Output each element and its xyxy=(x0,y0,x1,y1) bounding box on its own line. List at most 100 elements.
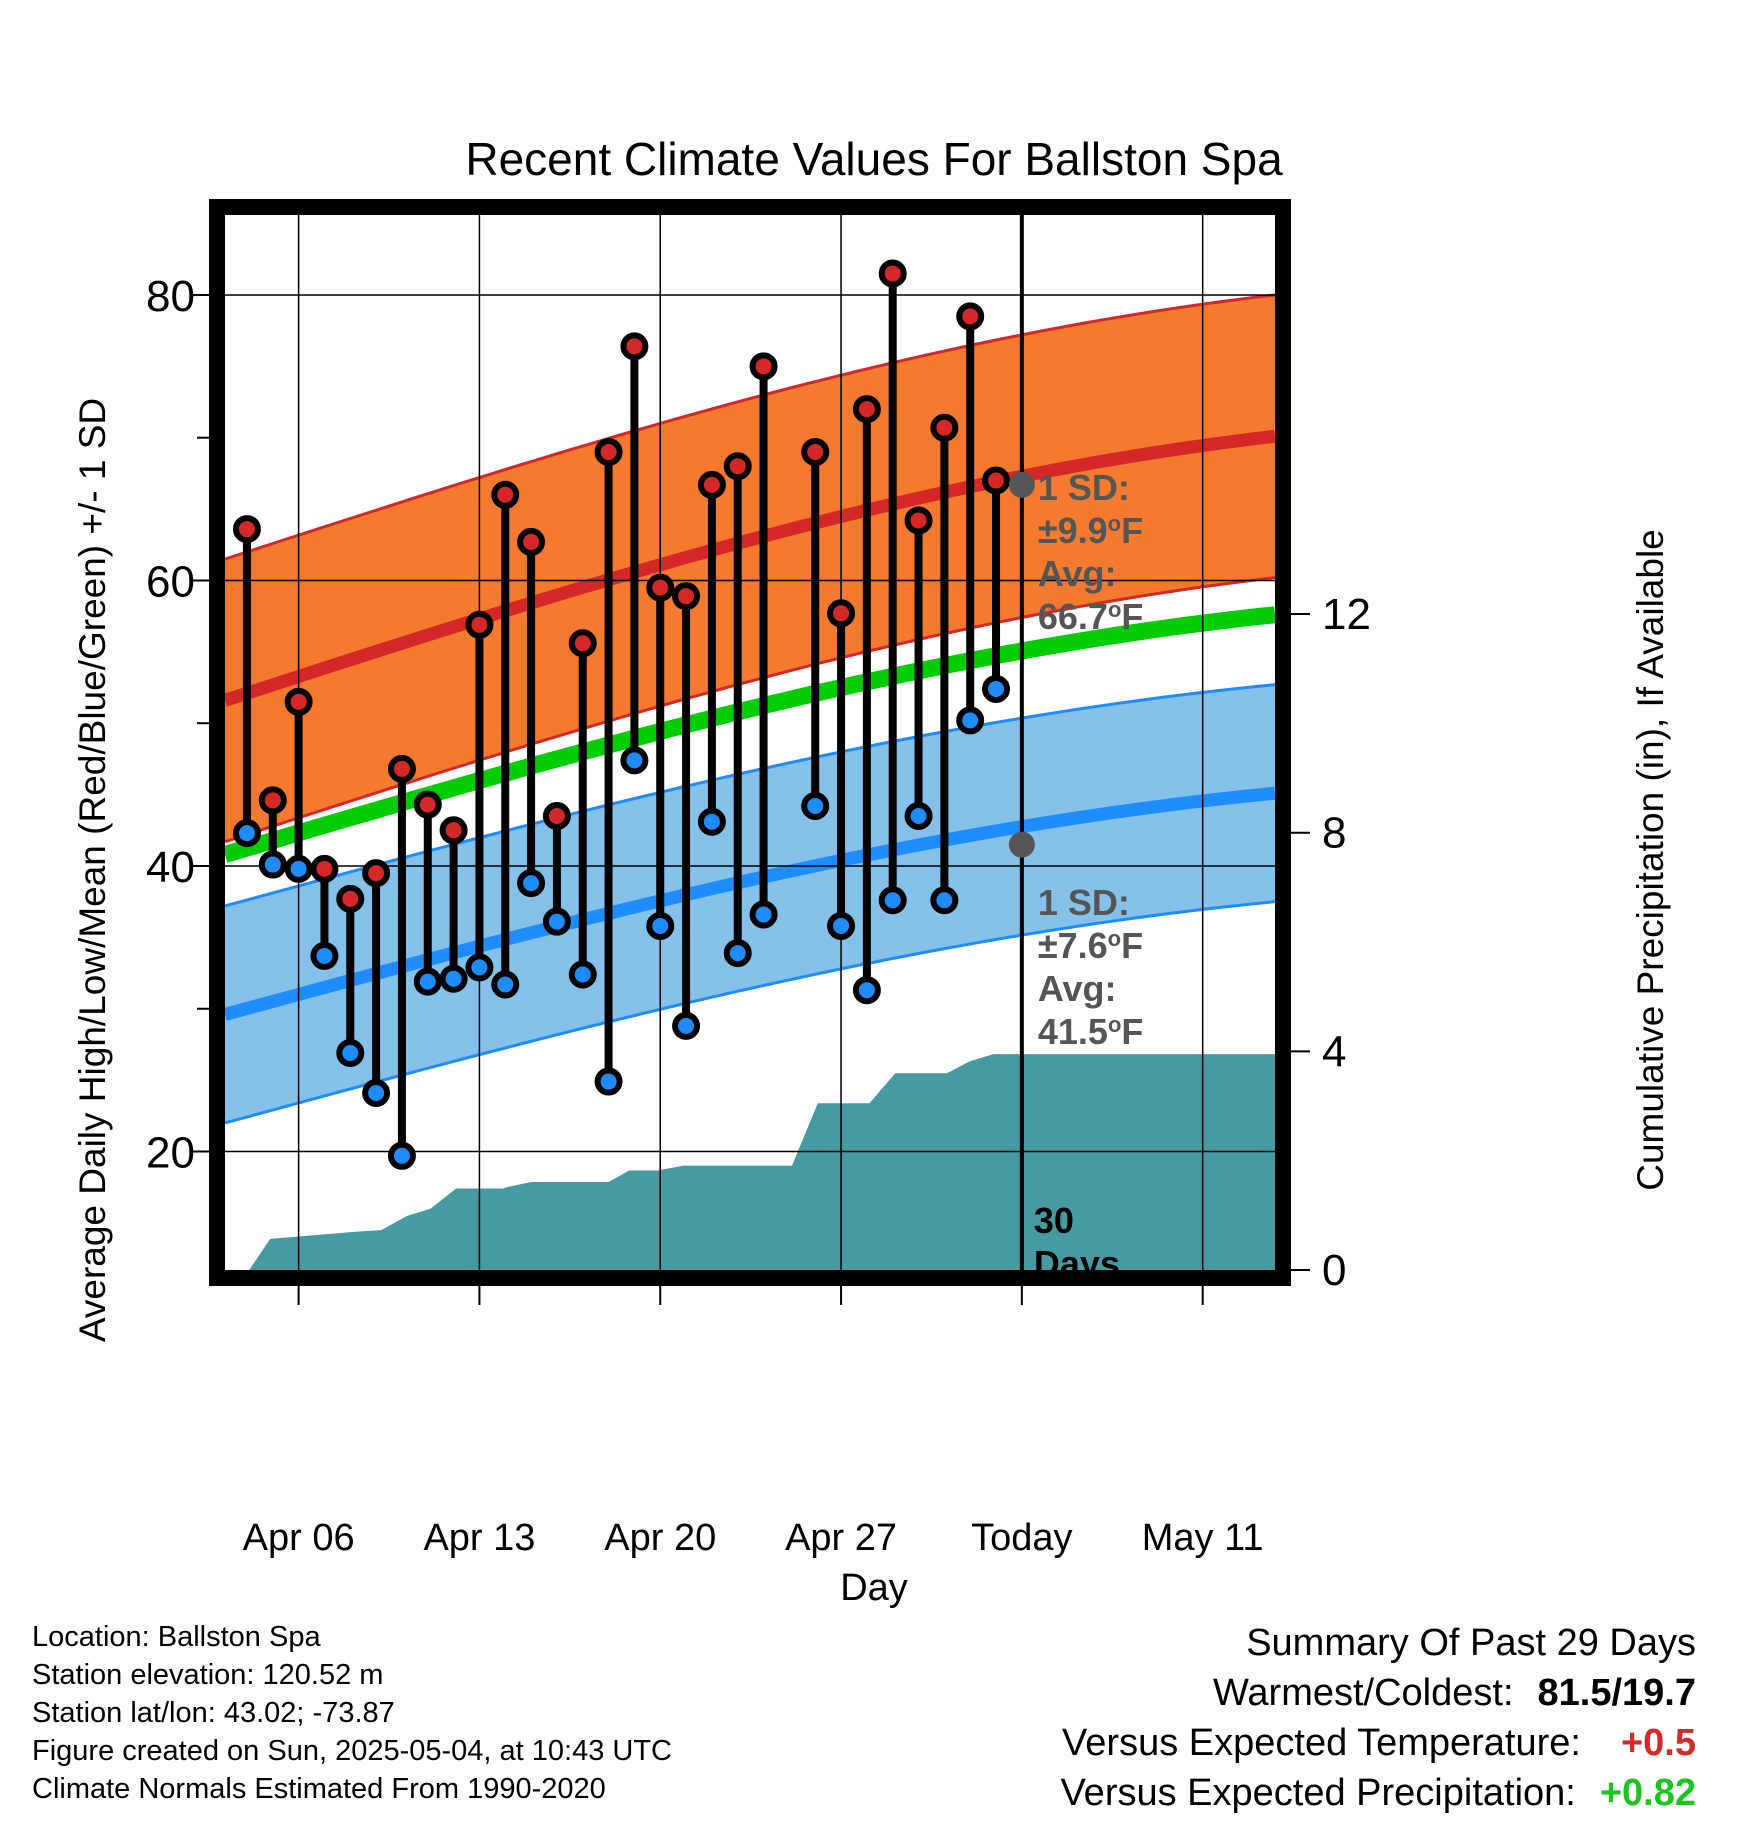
low-annotation: 1 SD: ±7.6oF Avg: 41.5oF xyxy=(1038,882,1144,1052)
high-avg-marker xyxy=(1008,471,1035,498)
daily-high-point xyxy=(697,470,726,499)
daily-low-point xyxy=(982,674,1011,703)
daily-low-point xyxy=(413,967,442,996)
created-text: Figure created on Sun, 2025-05-04, at 10… xyxy=(32,1735,672,1767)
daily-high-point xyxy=(491,480,520,509)
x-tick-label: Apr 06 xyxy=(243,1517,355,1559)
daily-high-point xyxy=(362,859,391,888)
daily-high-point xyxy=(284,687,313,716)
degree-symbol: o xyxy=(1108,511,1121,536)
daily-low-point xyxy=(310,941,339,970)
normal-high-line xyxy=(225,429,1275,707)
today-days-label-line: 30 xyxy=(1034,1200,1074,1241)
y-left-tick-label: 60 xyxy=(146,557,195,606)
low-annotation-line: Avg: xyxy=(1038,968,1117,1009)
y-left-tick-label: 80 xyxy=(146,272,195,321)
unit-text: F xyxy=(1121,596,1143,637)
high-annotation-line: Avg: xyxy=(1038,553,1117,594)
temp-anomaly-row: Versus Expected Temperature: +0.5 xyxy=(1060,1718,1696,1768)
x-tick-label: Apr 27 xyxy=(785,1517,897,1559)
x-tick-label: Apr 13 xyxy=(423,1517,535,1559)
high-sd-band xyxy=(225,294,1275,842)
y-left-tick-label: 20 xyxy=(146,1129,195,1178)
daily-low-point xyxy=(362,1078,391,1107)
daily-high-point xyxy=(594,437,623,466)
high-annotation-line: 1 SD: xyxy=(1038,467,1130,508)
warm-cold-label: Warmest/Coldest: xyxy=(1212,1672,1514,1714)
daily-low-point xyxy=(827,911,856,940)
unit-text: F xyxy=(1121,925,1143,966)
y-right-tick-label: 4 xyxy=(1322,1027,1346,1076)
high-annotation-line: ±9.9oF xyxy=(1038,510,1143,551)
high-annotation: 1 SD: ±9.9oF Avg: 66.7oF xyxy=(1038,467,1144,637)
today-days-label: 30 Days xyxy=(1034,1200,1120,1284)
daily-high-point xyxy=(646,573,675,602)
y-right-tick-label: 0 xyxy=(1322,1246,1346,1295)
daily-high-point xyxy=(517,527,546,556)
daily-low-point xyxy=(336,1039,365,1068)
y-axis-label-right: Cumulative Precipitation (in), If Availa… xyxy=(1630,529,1671,1191)
degree-symbol: o xyxy=(1108,597,1121,622)
daily-low-point xyxy=(439,964,468,993)
warm-cold-value: 81.5/19.7 xyxy=(1537,1672,1696,1714)
warm-cold-row: Warmest/Coldest: 81.5/19.7 xyxy=(1060,1668,1696,1718)
y-left-tick-label: 40 xyxy=(146,843,195,892)
summary-title: Summary Of Past 29 Days xyxy=(1246,1622,1696,1664)
daily-high-point xyxy=(465,610,494,639)
daily-high-point xyxy=(387,754,416,783)
daily-low-point xyxy=(930,886,959,915)
normals-text: Climate Normals Estimated From 1990-2020 xyxy=(32,1773,606,1805)
plot-frame xyxy=(209,199,1291,1286)
daily-high-point xyxy=(232,515,261,544)
y-right-tick-label: 12 xyxy=(1322,590,1371,639)
precip-anomaly-label: Versus Expected Precipitation: xyxy=(1060,1772,1576,1814)
daily-low-point xyxy=(258,850,287,879)
elevation-text: Station elevation: 120.52 m xyxy=(32,1659,384,1691)
x-tick-label: Apr 20 xyxy=(604,1517,716,1559)
daily-high-point xyxy=(258,786,287,815)
daily-low-point xyxy=(568,960,597,989)
daily-low-point xyxy=(646,911,675,940)
y-right-tick-label: 8 xyxy=(1322,809,1346,858)
climate-chart: Recent Climate Values For Ballston Spa D… xyxy=(72,133,1671,1609)
low-avg-marker xyxy=(1008,831,1035,858)
daily-low-point xyxy=(852,976,881,1005)
daily-low-point xyxy=(542,907,571,936)
location-text: Location: Ballston Spa xyxy=(32,1621,321,1653)
daily-high-point xyxy=(930,413,959,442)
daily-high-point xyxy=(904,506,933,535)
high-sd-upper-line xyxy=(225,293,1275,561)
daily-low-point xyxy=(620,746,649,775)
daily-high-point xyxy=(620,332,649,361)
degree-symbol: o xyxy=(1108,926,1121,951)
low-sd-band xyxy=(225,684,1275,1123)
daily-low-point xyxy=(491,970,520,999)
low-annotation-line: 1 SD: xyxy=(1038,882,1130,923)
daily-high-point xyxy=(801,437,830,466)
daily-high-point xyxy=(542,802,571,831)
daily-low-point xyxy=(801,792,830,821)
daily-low-point xyxy=(465,953,494,982)
low-annotation-line: ±7.6oF xyxy=(1038,925,1143,966)
station-info: Location: Ballston Spa Station elevation… xyxy=(32,1618,672,1808)
daily-low-point xyxy=(284,854,313,883)
low-annotation-line: 41.5oF xyxy=(1038,1011,1144,1052)
chart-title: Recent Climate Values For Ballston Spa xyxy=(465,133,1283,185)
daily-low-point xyxy=(904,802,933,831)
daily-high-point xyxy=(336,884,365,913)
daily-low-point xyxy=(594,1067,623,1096)
daily-high-point xyxy=(723,452,752,481)
precip-anomaly-value: +0.82 xyxy=(1599,1772,1696,1814)
daily-low-point xyxy=(387,1141,416,1170)
y-axis-label-left: Average Daily High/Low/Mean (Red/Blue/Gr… xyxy=(72,398,113,1342)
x-tick-label: Today xyxy=(971,1517,1072,1559)
daily-high-point xyxy=(878,259,907,288)
x-tick-label: May 11 xyxy=(1142,1517,1264,1559)
daily-low-point xyxy=(697,807,726,836)
high-annotation-line: 66.7oF xyxy=(1038,596,1144,637)
latlon-text: Station lat/lon: 43.02; -73.87 xyxy=(32,1697,395,1729)
today-days-label-line: Days xyxy=(1034,1243,1120,1284)
daily-high-point xyxy=(439,816,468,845)
